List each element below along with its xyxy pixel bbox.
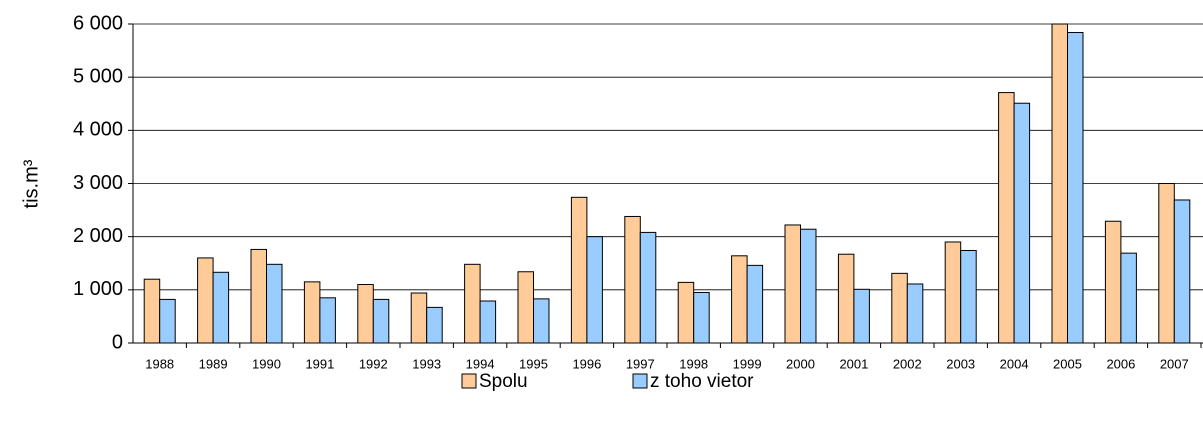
bar xyxy=(677,281,695,344)
x-tick-label: 2000 xyxy=(786,356,815,371)
legend-swatch xyxy=(461,373,477,389)
bar xyxy=(586,236,603,344)
x-tick-label: 1997 xyxy=(626,356,655,371)
x-tick-label: 1988 xyxy=(145,356,174,371)
y-axis-label: tis.m³ xyxy=(20,159,42,208)
x-tick-label: 1989 xyxy=(199,356,228,371)
bar xyxy=(410,292,428,344)
legend-swatch xyxy=(632,373,648,389)
bar xyxy=(960,249,977,344)
x-tick-label: 1999 xyxy=(733,356,762,371)
bar xyxy=(570,196,588,344)
bar xyxy=(159,298,176,344)
x-tick-label: 1991 xyxy=(305,356,334,371)
bar xyxy=(1104,220,1122,344)
bar xyxy=(906,283,924,344)
bar xyxy=(303,281,321,344)
bar xyxy=(998,92,1015,344)
bar xyxy=(212,271,230,344)
bar xyxy=(426,306,443,344)
y-tick-label: 4 000 xyxy=(73,119,123,141)
x-tick-label: 2004 xyxy=(1000,356,1029,371)
x-tick-label: 1995 xyxy=(519,356,548,371)
bar xyxy=(693,291,710,344)
x-tick-label: 2001 xyxy=(839,356,868,371)
bar xyxy=(464,263,481,344)
x-tick-label: 2006 xyxy=(1106,356,1135,371)
legend-label: z toho vietor xyxy=(650,371,754,392)
bar xyxy=(731,255,748,344)
legend-label: Spolu xyxy=(479,371,528,392)
y-tick-label: 6 000 xyxy=(73,12,123,34)
bar xyxy=(319,297,336,344)
bar xyxy=(1051,23,1068,344)
bar xyxy=(1013,102,1031,344)
x-tick-label: 1996 xyxy=(572,356,601,371)
y-tick-label: 2 000 xyxy=(73,225,123,247)
x-tick-label: 1994 xyxy=(466,356,495,371)
x-tick-label: 1992 xyxy=(359,356,388,371)
bar xyxy=(197,257,214,344)
bar xyxy=(853,288,870,344)
bar xyxy=(372,298,390,344)
x-tick-label: 1993 xyxy=(412,356,441,371)
y-tick-label: 1 000 xyxy=(73,278,123,300)
bar xyxy=(250,248,267,344)
bar xyxy=(143,278,161,344)
bar xyxy=(479,300,497,344)
bar xyxy=(517,271,534,344)
x-tick-label: 2007 xyxy=(1160,356,1189,371)
bar xyxy=(784,224,801,344)
bar xyxy=(1158,183,1175,344)
bar xyxy=(624,215,641,344)
y-tick-label: 3 000 xyxy=(73,172,123,194)
bar xyxy=(266,263,283,344)
bar xyxy=(639,231,657,344)
bar xyxy=(837,253,855,344)
y-tick-label: 5 000 xyxy=(73,65,123,87)
bar xyxy=(800,228,817,344)
bar xyxy=(746,264,764,344)
bar xyxy=(357,284,374,344)
x-tick-label: 1998 xyxy=(679,356,708,371)
x-tick-label: 1990 xyxy=(252,356,281,371)
bar xyxy=(1120,252,1137,344)
x-tick-label: 2003 xyxy=(946,356,975,371)
bar xyxy=(533,298,550,344)
y-tick-label: 0 xyxy=(112,331,123,353)
x-tick-label: 2005 xyxy=(1053,356,1082,371)
bar xyxy=(1173,199,1191,344)
x-tick-label: 2002 xyxy=(893,356,922,371)
bar xyxy=(891,272,908,344)
bar xyxy=(1067,32,1084,344)
bar xyxy=(944,241,962,344)
